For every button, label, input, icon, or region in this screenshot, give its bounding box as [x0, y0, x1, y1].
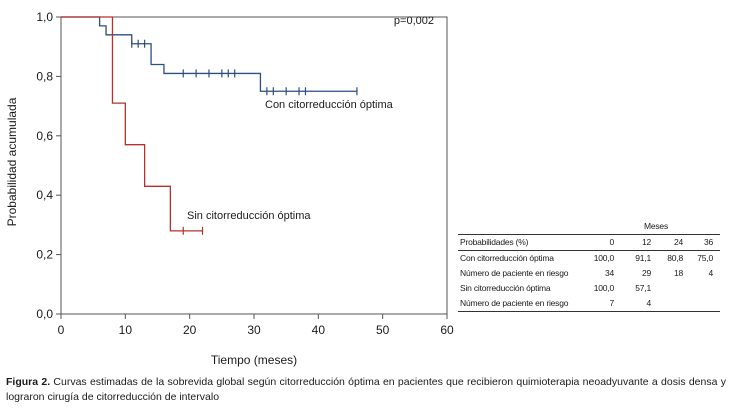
x-tick-label: 20 — [183, 323, 197, 337]
x-tick-label: 40 — [312, 323, 326, 337]
risk-table-group-header: Meses — [458, 219, 720, 234]
table-cell: 4 — [708, 268, 713, 278]
y-tick-label: 1,0 — [36, 10, 53, 24]
table-row: Número de paciente en riesgo 34 29 18 4 — [458, 266, 720, 281]
table-row: Número de paciente en riesgo 7 4 — [458, 296, 720, 312]
row-label: Número de paciente en riesgo — [460, 268, 569, 278]
table-cell: 34 — [604, 268, 614, 278]
chart-axes: 0,0 0,2 0,4 0,6 0,8 1,0 0 10 20 30 40 50 60 — [36, 10, 454, 337]
km-curve — [61, 16, 357, 92]
y-tick-label: 0,0 — [36, 307, 53, 321]
table-cell: 57,1 — [635, 283, 651, 293]
table-row: Con citorreducción óptima 100,0 91,1 80,… — [458, 250, 720, 266]
y-tick-label: 0,8 — [36, 69, 53, 83]
table-cell: 75,0 — [697, 253, 713, 263]
chart-series — [61, 16, 358, 235]
x-tick-label: 10 — [119, 323, 133, 337]
risk-table: Meses Probabilidades (%) 0 12 24 36 Con … — [458, 219, 720, 312]
km-series-1 — [61, 16, 204, 235]
y-tick-label: 0,6 — [36, 129, 53, 143]
col-header: 0 — [609, 237, 614, 247]
col-header: 12 — [641, 237, 651, 247]
table-row: Sin citorreducción óptima 100,0 57,1 — [458, 281, 720, 296]
figure-caption: Figura 2. Curvas estimadas de la sobrevi… — [6, 375, 726, 405]
x-axis-title: Tiempo (meses) — [211, 353, 297, 367]
km-series-0 — [61, 16, 358, 96]
table-cell: 18 — [673, 268, 683, 278]
row-label: Número de paciente en riesgo — [460, 298, 569, 308]
x-tick-label: 0 — [58, 323, 65, 337]
table-cell: 4 — [646, 298, 651, 308]
table-cell: 29 — [641, 268, 651, 278]
table-cell: 91,1 — [635, 253, 651, 263]
x-tick-label: 60 — [440, 323, 454, 337]
risk-table-column-header: Probabilidades (%) 0 12 24 36 — [458, 234, 720, 250]
y-tick-label: 0,2 — [36, 248, 53, 262]
km-chart: 0,0 0,2 0,4 0,6 0,8 1,0 0 10 20 30 40 50 60 Probabil… — [5, 10, 454, 367]
col-header: 24 — [673, 237, 683, 247]
table-cell: 100,0 — [593, 253, 614, 263]
series-label-sin: Sin citorreducción óptima — [187, 210, 311, 222]
p-value-label: p=0,002 — [394, 15, 434, 27]
caption-text: Curvas estimadas de la sobrevida global … — [6, 376, 726, 403]
x-tick-label: 30 — [247, 323, 261, 337]
y-tick-label: 0,4 — [36, 188, 53, 202]
table-cell: 100,0 — [593, 283, 614, 293]
meses-header: Meses — [643, 221, 669, 231]
plot-frame — [60, 16, 448, 315]
km-curve — [61, 16, 203, 232]
label-header: Probabilidades (%) — [460, 237, 529, 247]
y-axis-title: Probabilidad acumulada — [5, 97, 19, 226]
col-header: 36 — [703, 237, 713, 247]
row-label: Sin citorreducción óptima — [460, 283, 551, 293]
table-cell: 7 — [609, 298, 614, 308]
table-cell: 80,8 — [667, 253, 683, 263]
caption-label: Figura 2. — [6, 376, 51, 388]
series-label-con: Con citorreducción óptima — [265, 99, 394, 111]
row-label: Con citorreducción óptima — [460, 253, 554, 263]
x-tick-label: 50 — [376, 323, 390, 337]
